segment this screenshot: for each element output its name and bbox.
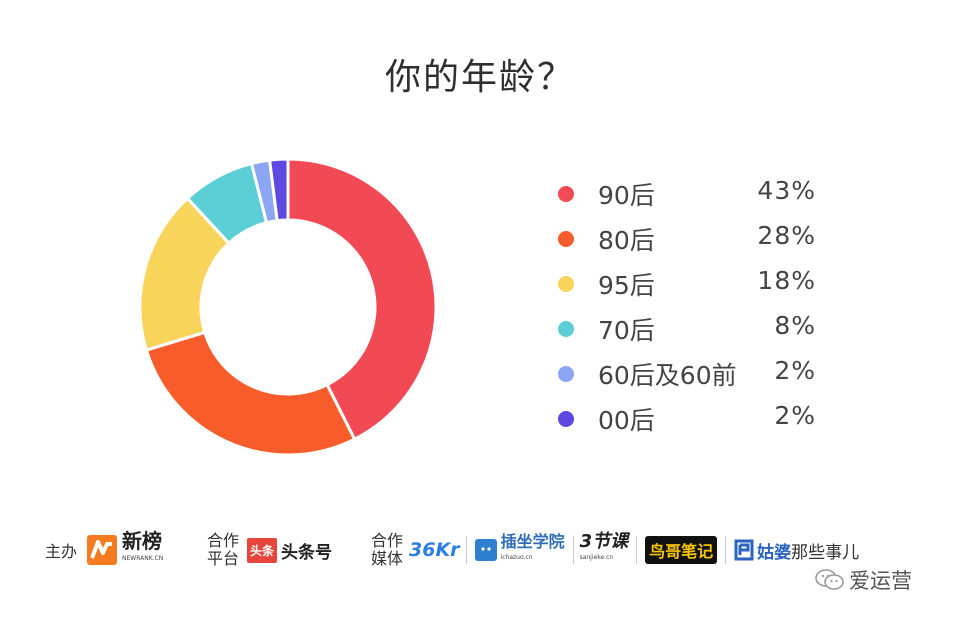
36kr-logo: 36Kr bbox=[409, 539, 460, 561]
legend-item: 80后 28% bbox=[558, 219, 828, 264]
media-divider bbox=[465, 536, 467, 564]
legend-swatch bbox=[558, 276, 574, 292]
donut-slice bbox=[286, 157, 438, 442]
wechat-icon bbox=[815, 568, 845, 592]
platform-label-1: 合作 bbox=[207, 531, 240, 550]
3jieke-logo-text: 3节课 bbox=[579, 531, 629, 552]
gupo-logo-tail: 那些事儿 bbox=[791, 542, 860, 563]
legend-label: 60后及60前 bbox=[598, 361, 737, 390]
legend-label: 70后 bbox=[598, 316, 655, 345]
media-divider bbox=[725, 536, 727, 564]
legend-swatch bbox=[558, 411, 574, 427]
legend-item: 90后 43% bbox=[558, 174, 828, 219]
legend-label: 95后 bbox=[598, 271, 655, 300]
legend-swatch bbox=[558, 321, 574, 337]
platform-group: 合作 平台 头条 头条号 bbox=[207, 530, 332, 570]
host-group: 主办 新榜 NEWRANK.CN bbox=[45, 530, 163, 570]
host-logo-sub: NEWRANK.CN bbox=[122, 555, 164, 562]
chazuo-logo-text: 插坐学院 bbox=[500, 532, 565, 551]
legend-item: 00后 2% bbox=[558, 399, 828, 444]
newrank-logo-icon bbox=[87, 535, 118, 565]
3jieke-logo-sub: sanjieke.cn bbox=[579, 554, 614, 561]
toutiao-badge: 头条 bbox=[247, 537, 278, 563]
media-label-1: 合作 bbox=[371, 531, 404, 550]
legend-label: 90后 bbox=[598, 181, 655, 210]
legend-item: 60后及60前 2% bbox=[558, 354, 828, 399]
legend-value: 2% bbox=[774, 356, 816, 385]
watermark: 爱运营 bbox=[815, 566, 912, 594]
legend-swatch bbox=[558, 231, 574, 247]
legend-label: 00后 bbox=[598, 406, 655, 435]
niaoge-logo: 鸟哥笔记 bbox=[645, 536, 718, 564]
legend-value: 8% bbox=[774, 311, 816, 340]
legend: 90后 43% 80后 28% 95后 18% 70后 8% 60后及60前 2% 00后 2% bbox=[558, 174, 828, 444]
host-label: 主办 bbox=[45, 542, 78, 561]
legend-value: 18% bbox=[757, 266, 816, 295]
gupo-logo-text: 姑婆 bbox=[757, 542, 792, 563]
chazuo-logo-icon bbox=[474, 539, 497, 561]
chart-title: 你的年龄？ bbox=[384, 57, 575, 98]
media-divider bbox=[572, 536, 574, 564]
legend-label: 80后 bbox=[598, 226, 655, 255]
legend-value: 43% bbox=[757, 176, 816, 205]
legend-item: 95后 18% bbox=[558, 264, 828, 309]
legend-value: 28% bbox=[757, 221, 816, 250]
media-group: 合作 媒体 36Kr 插坐学院 ichazuo.cn 3节课 sanjieke.… bbox=[371, 530, 859, 570]
chazuo-logo-sub: ichazuo.cn bbox=[500, 554, 533, 561]
legend-swatch bbox=[558, 186, 574, 202]
watermark-text: 爱运营 bbox=[849, 569, 912, 593]
donut-slice bbox=[267, 157, 290, 223]
gupo-logo-icon bbox=[734, 539, 754, 561]
media-label-2: 媒体 bbox=[371, 549, 404, 568]
donut-chart bbox=[138, 157, 438, 457]
platform-label-2: 平台 bbox=[207, 549, 240, 568]
legend-item: 70后 8% bbox=[558, 309, 828, 354]
toutiao-logo-text: 头条号 bbox=[281, 542, 333, 563]
legend-swatch bbox=[558, 366, 574, 382]
donut-slice bbox=[144, 330, 357, 457]
media-divider bbox=[636, 536, 638, 564]
sponsor-footer: 主办 新榜 NEWRANK.CN 合作 平台 头条 头条号 合作 媒体 36Kr… bbox=[45, 530, 925, 570]
legend-value: 2% bbox=[774, 401, 816, 430]
host-logo-text: 新榜 bbox=[122, 529, 163, 553]
